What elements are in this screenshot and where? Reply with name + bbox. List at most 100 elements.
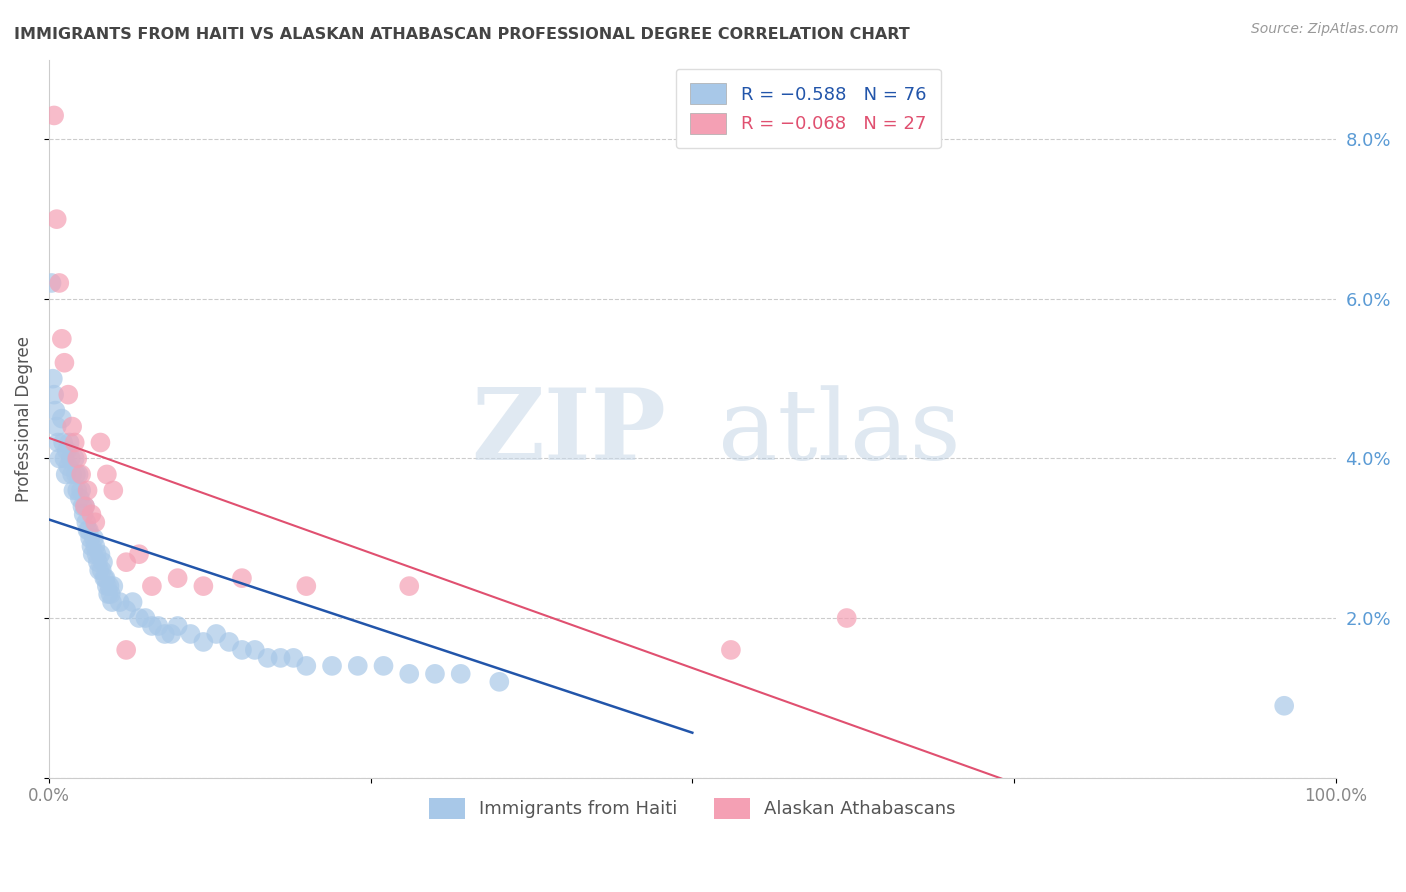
Point	[231, 643, 253, 657]
Point	[141, 619, 163, 633]
Point	[80, 508, 103, 522]
Point	[91, 555, 114, 569]
Point	[86, 547, 108, 561]
Point	[134, 611, 156, 625]
Point	[89, 547, 111, 561]
Point	[79, 531, 101, 545]
Point	[103, 483, 125, 498]
Point	[51, 332, 73, 346]
Point	[45, 419, 67, 434]
Point	[98, 579, 121, 593]
Point	[166, 619, 188, 633]
Y-axis label: Professional Degree: Professional Degree	[15, 335, 32, 501]
Point	[84, 539, 107, 553]
Point	[96, 467, 118, 482]
Point	[44, 403, 66, 417]
Point	[121, 595, 143, 609]
Legend: Immigrants from Haiti, Alaskan Athabascans: Immigrants from Haiti, Alaskan Athabasca…	[422, 790, 963, 826]
Point	[166, 571, 188, 585]
Point	[42, 108, 65, 122]
Text: Source: ZipAtlas.com: Source: ZipAtlas.com	[1251, 22, 1399, 37]
Point	[42, 372, 65, 386]
Point	[76, 523, 98, 537]
Point	[84, 516, 107, 530]
Point	[42, 387, 65, 401]
Point	[295, 579, 318, 593]
Point	[179, 627, 201, 641]
Point	[77, 523, 100, 537]
Text: atlas: atlas	[718, 385, 960, 481]
Point	[60, 419, 83, 434]
Point	[70, 467, 93, 482]
Point	[1272, 698, 1295, 713]
Point	[346, 658, 368, 673]
Point	[72, 500, 94, 514]
Point	[56, 443, 79, 458]
Point	[63, 435, 86, 450]
Point	[450, 666, 472, 681]
Point	[65, 467, 87, 482]
Point	[193, 579, 215, 593]
Point	[53, 356, 76, 370]
Point	[83, 531, 105, 545]
Point	[52, 435, 75, 450]
Point	[73, 500, 96, 514]
Point	[58, 387, 80, 401]
Point	[58, 459, 80, 474]
Text: ZIP: ZIP	[471, 384, 666, 482]
Point	[398, 666, 420, 681]
Point	[45, 212, 67, 227]
Point	[256, 651, 278, 665]
Point	[153, 627, 176, 641]
Point	[193, 635, 215, 649]
Point	[423, 666, 446, 681]
Point	[93, 571, 115, 585]
Point	[48, 451, 70, 466]
Point	[398, 579, 420, 593]
Point	[160, 627, 183, 641]
Point	[148, 619, 170, 633]
Point	[115, 643, 138, 657]
Point	[46, 435, 69, 450]
Point	[100, 587, 122, 601]
Point	[488, 674, 510, 689]
Point	[66, 451, 89, 466]
Point	[76, 483, 98, 498]
Point	[128, 547, 150, 561]
Point	[73, 508, 96, 522]
Point	[60, 467, 83, 482]
Point	[55, 467, 77, 482]
Point	[108, 595, 131, 609]
Point	[89, 435, 111, 450]
Point	[51, 411, 73, 425]
Point	[283, 651, 305, 665]
Point	[69, 491, 91, 506]
Point	[115, 603, 138, 617]
Point	[66, 483, 89, 498]
Point	[115, 555, 138, 569]
Point	[295, 658, 318, 673]
Point	[373, 658, 395, 673]
Point	[67, 467, 90, 482]
Point	[59, 451, 82, 466]
Point	[87, 555, 110, 569]
Point	[63, 451, 86, 466]
Point	[321, 658, 343, 673]
Point	[90, 563, 112, 577]
Point	[128, 611, 150, 625]
Point	[231, 571, 253, 585]
Point	[96, 579, 118, 593]
Point	[720, 643, 742, 657]
Point	[270, 651, 292, 665]
Point	[141, 579, 163, 593]
Point	[94, 571, 117, 585]
Point	[41, 276, 63, 290]
Point	[205, 627, 228, 641]
Point	[835, 611, 858, 625]
Point	[73, 500, 96, 514]
Point	[75, 516, 97, 530]
Point	[243, 643, 266, 657]
Point	[58, 435, 80, 450]
Point	[70, 483, 93, 498]
Point	[97, 587, 120, 601]
